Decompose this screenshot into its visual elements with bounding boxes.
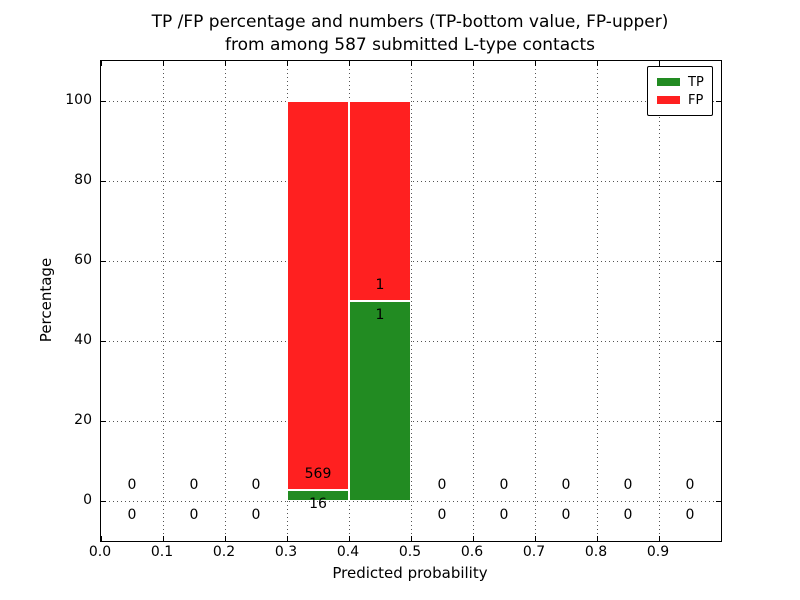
v-gridline xyxy=(410,61,412,541)
x-tick-mark xyxy=(348,61,350,66)
tp-count-label: 0 xyxy=(561,507,571,523)
y-tick-mark xyxy=(101,340,106,342)
y-tick-mark xyxy=(101,500,106,502)
fp-bar-segment xyxy=(287,101,349,491)
x-tick-mark xyxy=(286,61,288,66)
tp-bar-segment xyxy=(287,490,349,501)
legend: TP FP xyxy=(647,66,713,116)
y-tick-mark xyxy=(716,180,721,182)
y-tick-mark xyxy=(716,500,721,502)
x-tick-label: 0.2 xyxy=(212,544,236,560)
y-tick-label: 100 xyxy=(65,92,92,108)
y-tick-mark xyxy=(716,100,721,102)
y-tick-mark xyxy=(101,100,106,102)
v-gridline xyxy=(534,61,536,541)
fp-bar-segment xyxy=(349,101,411,301)
fp-count-label: 0 xyxy=(127,477,137,493)
fp-count-label: 569 xyxy=(304,466,332,483)
tp-count-label: 0 xyxy=(127,507,137,523)
fp-count-label: 0 xyxy=(499,477,509,493)
x-tick-mark xyxy=(596,61,598,66)
y-tick-mark xyxy=(101,180,106,182)
tp-color-swatch xyxy=(657,78,680,86)
y-tick-label: 0 xyxy=(83,492,92,508)
y-tick-label: 60 xyxy=(74,252,92,268)
x-tick-mark xyxy=(162,61,164,66)
tp-count-label: 0 xyxy=(251,507,261,523)
v-gridline xyxy=(472,61,474,541)
fp-color-swatch xyxy=(657,96,680,104)
v-gridline xyxy=(658,61,660,541)
x-tick-mark xyxy=(472,536,474,541)
x-tick-label: 0.8 xyxy=(584,544,608,560)
x-tick-mark xyxy=(534,61,536,66)
x-axis-title: Predicted probability xyxy=(332,564,488,582)
tp-bar-segment xyxy=(349,301,411,501)
y-tick-mark xyxy=(101,420,106,422)
x-tick-label: 0.9 xyxy=(646,544,670,560)
x-tick-mark xyxy=(410,536,412,541)
legend-item-tp: TP xyxy=(657,74,712,90)
x-tick-mark xyxy=(286,536,288,541)
x-tick-mark xyxy=(348,536,350,541)
x-tick-mark xyxy=(100,61,102,66)
y-tick-mark xyxy=(716,260,721,262)
x-tick-label: 0.6 xyxy=(460,544,484,560)
x-tick-label: 0.7 xyxy=(522,544,546,560)
fp-count-label: 0 xyxy=(561,477,571,493)
x-tick-label: 0.1 xyxy=(150,544,174,560)
fp-count-label: 0 xyxy=(623,477,633,493)
fp-count-label: 0 xyxy=(251,477,261,493)
chart-title-line2: from among 587 submitted L-type contacts xyxy=(224,35,595,55)
chart-title: TP /FP percentage and numbers (TP-bottom… xyxy=(100,11,720,57)
plot-area: TP FP 0 0 0 0 0 0 569 16 1 1 0 0 0 0 0 0 0 0 0 0 xyxy=(100,60,722,542)
tp-count-label: 1 xyxy=(375,307,385,323)
x-tick-mark xyxy=(224,61,226,66)
y-tick-label: 80 xyxy=(74,172,92,188)
legend-label-fp: FP xyxy=(688,92,704,108)
v-gridline xyxy=(162,61,164,541)
x-tick-mark xyxy=(224,536,226,541)
x-tick-label: 0.3 xyxy=(274,544,298,560)
chart-title-line1: TP /FP percentage and numbers (TP-bottom… xyxy=(151,12,669,32)
x-tick-label: 0.4 xyxy=(336,544,360,560)
x-tick-label: 0.0 xyxy=(88,544,112,560)
v-gridline xyxy=(224,61,226,541)
y-tick-mark xyxy=(716,420,721,422)
x-tick-mark xyxy=(162,536,164,541)
v-gridline xyxy=(596,61,598,541)
y-tick-label: 40 xyxy=(74,332,92,348)
x-tick-mark xyxy=(410,61,412,66)
x-tick-mark xyxy=(658,536,660,541)
x-tick-mark xyxy=(472,61,474,66)
legend-item-fp: FP xyxy=(657,92,712,108)
fp-count-label: 1 xyxy=(375,277,385,293)
tp-count-label: 16 xyxy=(309,496,327,513)
legend-label-tp: TP xyxy=(688,74,704,90)
fp-count-label: 0 xyxy=(189,477,199,493)
x-tick-mark xyxy=(534,536,536,541)
x-tick-mark xyxy=(596,536,598,541)
x-tick-mark xyxy=(658,61,660,66)
y-tick-label: 20 xyxy=(74,412,92,428)
tp-count-label: 0 xyxy=(499,507,509,523)
tp-count-label: 0 xyxy=(437,507,447,523)
tp-count-label: 0 xyxy=(685,507,695,523)
x-tick-label: 0.5 xyxy=(398,544,422,560)
x-tick-mark xyxy=(100,536,102,541)
fp-count-label: 0 xyxy=(437,477,447,493)
y-tick-mark xyxy=(101,260,106,262)
tp-count-label: 0 xyxy=(189,507,199,523)
fp-count-label: 0 xyxy=(685,477,695,493)
y-tick-mark xyxy=(716,340,721,342)
y-axis-title: Percentage xyxy=(37,257,55,343)
tp-count-label: 0 xyxy=(623,507,633,523)
